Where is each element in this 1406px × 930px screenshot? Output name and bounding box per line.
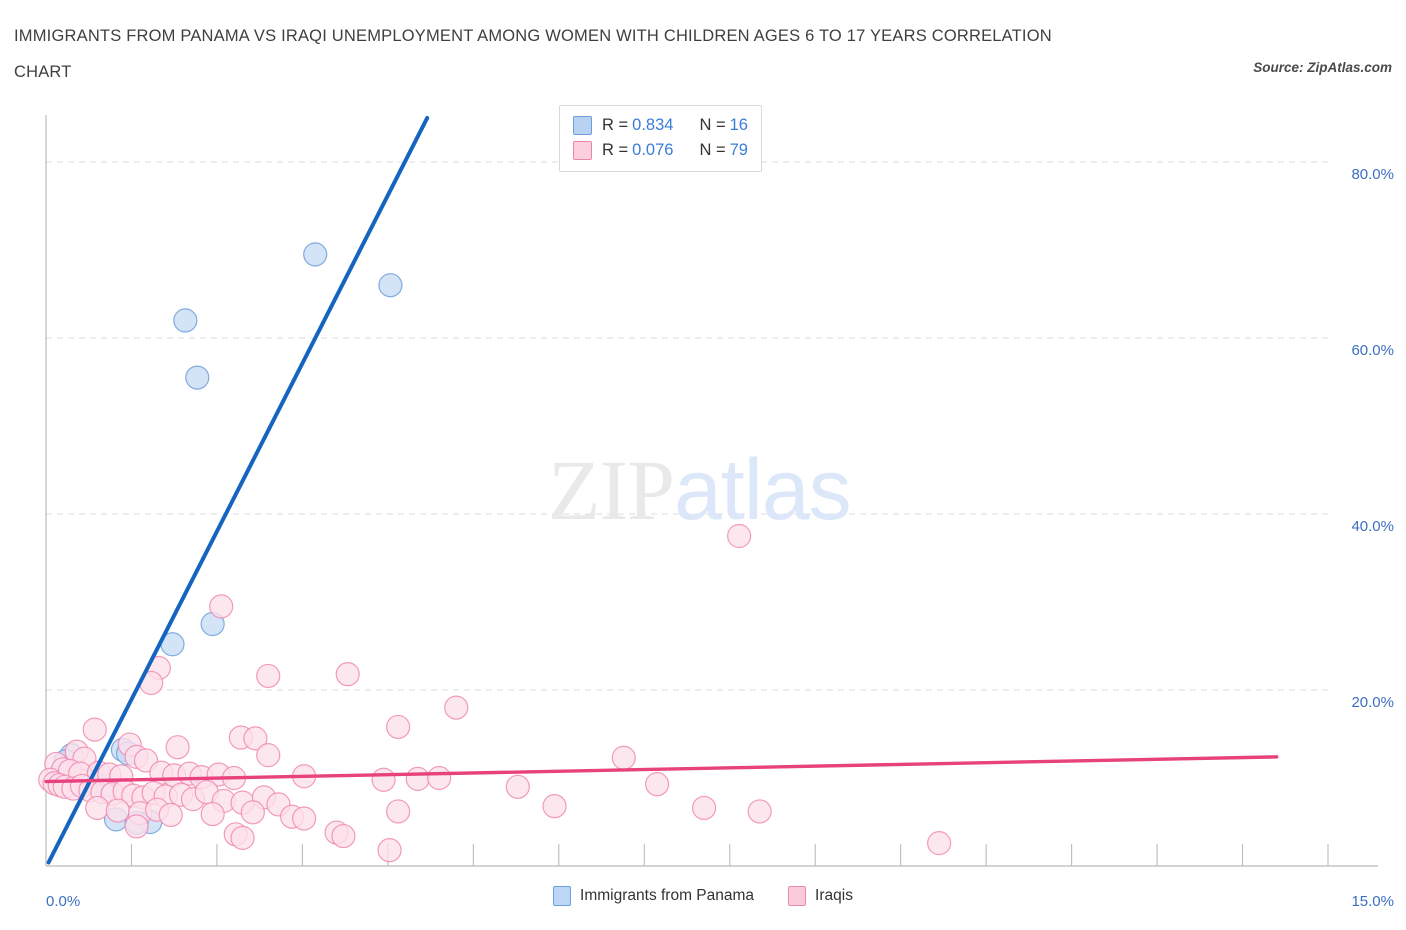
data-point[interactable]: [173, 308, 198, 333]
correlation-stats-legend: R = 0.834 N = 16 R = 0.076 N = 79: [559, 105, 762, 172]
data-point[interactable]: [240, 800, 265, 825]
r-label-blue: R =: [602, 116, 629, 134]
page-title: IMMIGRANTS FROM PANAMA VS IRAQI UNEMPLOY…: [14, 27, 1052, 81]
data-point[interactable]: [185, 365, 210, 390]
y-axis-tick-60: 60.0%: [1351, 342, 1394, 359]
legend-item-iraqis[interactable]: Iraqis: [788, 886, 853, 906]
data-point[interactable]: [691, 795, 717, 821]
chart-header: IMMIGRANTS FROM PANAMA VS IRAQI UNEMPLOY…: [0, 0, 1406, 96]
data-point[interactable]: [371, 767, 396, 792]
axes: [45, 115, 1378, 867]
data-point[interactable]: [243, 726, 268, 751]
stats-row-blue: R = 0.834 N = 16: [573, 113, 748, 138]
y-axis-tick-80: 80.0%: [1351, 166, 1394, 183]
n-value-blue: 16: [729, 116, 748, 134]
data-point[interactable]: [82, 717, 107, 742]
x-axis-tick-min: 0.0%: [46, 893, 81, 910]
data-point[interactable]: [542, 794, 567, 819]
series-points-iraqis: [38, 523, 952, 863]
data-point[interactable]: [105, 798, 130, 823]
r-value-pink: 0.076: [632, 141, 674, 159]
data-point[interactable]: [256, 743, 281, 768]
legend-swatch-iraqis-icon: [573, 141, 592, 160]
legend-swatch-immigrants-icon: [573, 116, 592, 135]
data-point[interactable]: [335, 662, 360, 687]
series-points-immigrants: [49, 242, 403, 835]
data-point[interactable]: [444, 695, 469, 720]
trendline-iraqis: [44, 755, 1279, 784]
data-point[interactable]: [747, 799, 772, 824]
n-label-blue: N =: [699, 116, 726, 134]
stats-row-pink: R = 0.076 N = 79: [573, 138, 748, 163]
legend-color-swatch-blue-icon: [553, 886, 572, 906]
n-label-pink: N =: [699, 141, 726, 159]
gridlines: [46, 161, 1330, 691]
data-point[interactable]: [386, 799, 411, 824]
data-point[interactable]: [386, 714, 411, 740]
data-point[interactable]: [644, 772, 670, 797]
x-axis-tick-max: 15.0%: [1351, 893, 1394, 910]
data-point[interactable]: [378, 273, 403, 298]
r-label-pink: R =: [602, 141, 629, 159]
data-point[interactable]: [256, 663, 281, 689]
legend-label-immigrants-from-panama: Immigrants from Panama: [580, 887, 755, 904]
data-point[interactable]: [209, 594, 234, 619]
data-point[interactable]: [405, 766, 430, 791]
trendline-immigrants: [46, 116, 430, 865]
data-point[interactable]: [230, 825, 255, 850]
data-point[interactable]: [200, 801, 225, 827]
data-point[interactable]: [505, 774, 530, 799]
data-point[interactable]: [165, 735, 190, 760]
n-value-pink: 79: [729, 141, 748, 159]
legend-color-swatch-pink-icon: [788, 886, 807, 906]
data-point[interactable]: [124, 814, 149, 839]
data-point[interactable]: [85, 795, 110, 821]
data-point[interactable]: [303, 242, 328, 267]
r-value-blue: 0.834: [632, 116, 674, 134]
data-point[interactable]: [331, 823, 356, 849]
data-point[interactable]: [727, 523, 752, 549]
legend-label-iraqis: Iraqis: [815, 887, 853, 904]
data-point[interactable]: [611, 745, 636, 770]
data-point[interactable]: [927, 831, 952, 856]
y-axis-tick-40: 40.0%: [1351, 518, 1394, 535]
data-point[interactable]: [377, 838, 402, 863]
data-point[interactable]: [292, 806, 317, 831]
data-point[interactable]: [158, 802, 183, 828]
series-legend: Immigrants from Panama Iraqis: [0, 886, 1406, 906]
legend-item-immigrants-from-panama[interactable]: Immigrants from Panama: [553, 886, 754, 906]
source-label: Source: ZipAtlas.com: [1253, 60, 1392, 75]
y-axis-tick-20: 20.0%: [1351, 694, 1394, 711]
data-point[interactable]: [427, 765, 452, 791]
